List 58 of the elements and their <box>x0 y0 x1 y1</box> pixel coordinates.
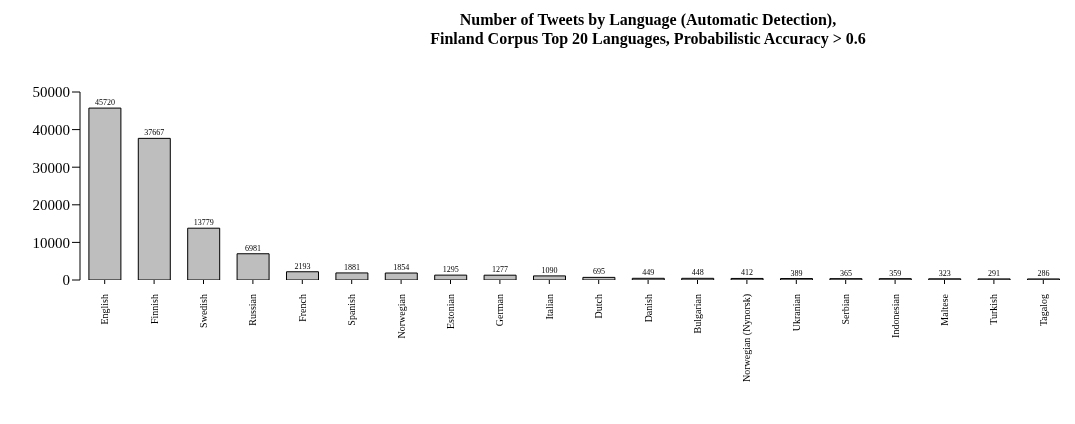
x-tick-label: Italian <box>543 294 555 320</box>
data-label: 412 <box>741 268 754 278</box>
data-label: 1295 <box>442 265 459 275</box>
y-tick-label: 40000 <box>32 121 70 138</box>
data-label: 1090 <box>541 265 558 275</box>
x-tick-label: Indonesian <box>889 294 901 338</box>
bar <box>236 253 270 280</box>
x-tick-label: Finnish <box>148 294 160 325</box>
bar <box>88 107 122 280</box>
x-tick-label: Swedish <box>198 294 209 328</box>
bar <box>335 272 369 280</box>
x-tick-label: French <box>296 294 308 322</box>
x-tick-label: Dutch <box>593 294 605 319</box>
x-tick-label: Ukranian <box>790 294 802 332</box>
data-label: 13779 <box>193 218 214 228</box>
data-label: 365 <box>839 268 852 278</box>
bar <box>483 274 517 280</box>
data-label: 389 <box>790 268 803 278</box>
chart-title: Number of Tweets by Language (Automatic Detection), Finland Corpus Top 20 Languages, Probabilistic Accuracy > 0.6 <box>429 10 867 48</box>
data-label: 45720 <box>94 98 115 108</box>
x-tick-label: Danish <box>642 294 654 323</box>
bar <box>285 271 319 280</box>
x-tick-label: Tagalog <box>1037 294 1049 327</box>
data-label: 291 <box>988 268 1001 278</box>
bar <box>434 274 468 280</box>
data-label: 359 <box>889 268 902 278</box>
data-label: 1881 <box>343 262 360 272</box>
x-tick-label: Norwegian (Nynorsk) <box>741 294 754 383</box>
data-label: 37667 <box>144 128 165 138</box>
bar <box>582 276 616 280</box>
data-label: 695 <box>592 267 605 277</box>
bar <box>384 272 418 280</box>
data-label: 6981 <box>245 243 262 253</box>
x-tick-label: Estonian <box>445 294 456 329</box>
data-label: 449 <box>642 268 655 278</box>
data-label: 2193 <box>294 261 311 271</box>
data-label: 1854 <box>393 263 410 273</box>
bar <box>137 137 171 280</box>
x-tick-label: Serbian <box>840 294 852 325</box>
x-tick-label: Spanish <box>346 294 358 326</box>
data-label: 1277 <box>492 265 509 275</box>
data-label: 323 <box>938 268 951 278</box>
y-tick-label: 10000 <box>32 234 70 251</box>
y-tick-label: 0 <box>62 272 70 289</box>
bar <box>532 275 566 280</box>
x-tick-label: English <box>99 294 111 325</box>
x-tick-label: Russian <box>247 294 259 326</box>
y-tick-label: 30000 <box>32 159 70 176</box>
x-tick-label: Maltese <box>939 293 950 326</box>
y-tick-label: 50000 <box>32 84 70 101</box>
x-tick-label: Turkish <box>988 294 1000 325</box>
x-tick-label: Norwegian <box>395 294 407 339</box>
bar <box>187 227 221 280</box>
y-tick-label: 20000 <box>32 197 70 214</box>
data-label: 286 <box>1037 268 1050 278</box>
x-tick-label: German <box>494 294 506 327</box>
x-tick-label: Bulgarian <box>692 294 703 334</box>
data-label: 448 <box>691 268 704 278</box>
